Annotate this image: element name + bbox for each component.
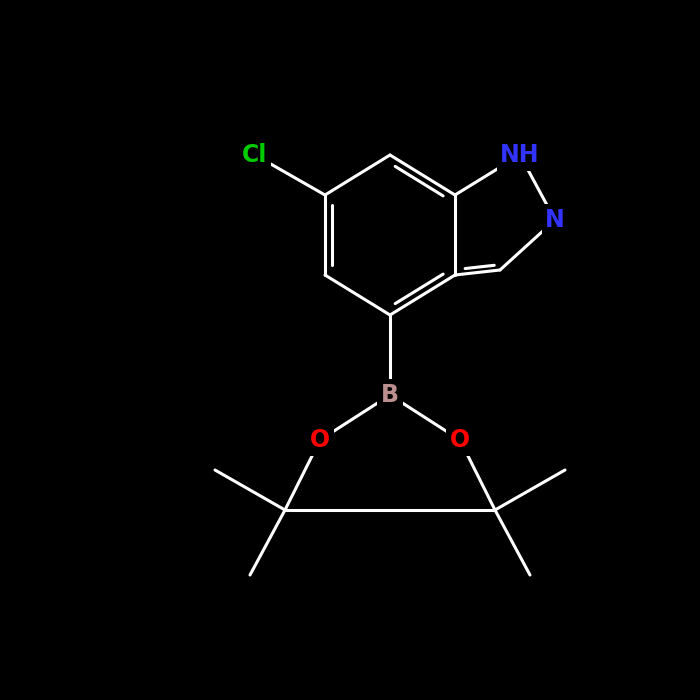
Text: Cl: Cl [242,143,267,167]
Text: O: O [310,428,330,452]
Text: O: O [450,428,470,452]
Text: NH: NH [500,143,540,167]
Text: N: N [545,208,565,232]
Text: B: B [381,383,399,407]
